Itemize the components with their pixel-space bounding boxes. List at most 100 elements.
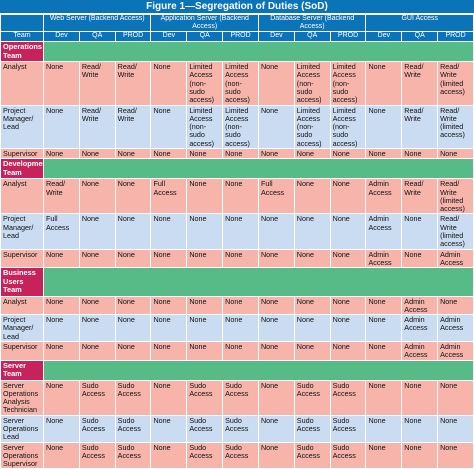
access-cell: Admin Access <box>437 314 474 343</box>
access-cell: Sudo Access <box>114 414 152 443</box>
access-cell: Sudo Access <box>329 414 367 443</box>
access-cell: None <box>257 104 295 149</box>
access-cell: None <box>222 213 259 250</box>
access-cell: None <box>43 414 80 443</box>
env-header: Dev <box>150 31 188 43</box>
role-cell: Supervisor <box>0 341 44 361</box>
role-cell: Analyst <box>0 295 44 316</box>
env-header: PROD <box>114 31 152 43</box>
team-section-row: Business Users Team <box>0 267 474 297</box>
team-band <box>43 41 474 63</box>
access-cell: None <box>222 314 259 343</box>
group-header-blank <box>0 13 44 33</box>
role-cell: Project Manager/ Lead <box>0 104 44 149</box>
access-cell: Read/ Write <box>401 104 439 149</box>
role-cell: Server Operations Analysis Technician <box>0 379 44 416</box>
access-cell: None <box>437 414 474 443</box>
access-cell: None <box>43 147 80 160</box>
access-cell: Admin Access <box>401 295 439 316</box>
access-cell: None <box>293 213 331 250</box>
access-cell: None <box>150 441 188 469</box>
access-cell: None <box>401 441 439 469</box>
access-cell: Full Access <box>257 178 295 215</box>
team-band <box>43 267 474 297</box>
access-cell: None <box>150 104 188 149</box>
access-cell: Limited Access (non-sudo access) <box>293 104 331 149</box>
access-cell: Admin Access <box>365 248 403 269</box>
access-cell: Sudo Access <box>186 414 224 443</box>
access-cell: None <box>78 295 116 316</box>
access-cell: None <box>329 295 367 316</box>
access-cell: Read/ Write <box>401 178 439 215</box>
env-header: QA <box>293 31 331 43</box>
access-cell: Sudo Access <box>293 441 331 469</box>
access-cell: Admin Access <box>401 341 439 361</box>
access-cell: Admin Access <box>365 178 403 215</box>
access-cell: None <box>114 314 152 343</box>
access-cell: None <box>150 248 188 269</box>
role-cell: Analyst <box>0 178 44 215</box>
table-row: Supervisor None None None None None None None No… <box>0 147 474 160</box>
table-row: Project Manager/ Lead None None None None Non… <box>0 314 474 343</box>
access-cell: None <box>437 379 474 416</box>
team-band <box>43 158 474 180</box>
access-cell: None <box>293 341 331 361</box>
team-name: Operations Team <box>0 41 44 63</box>
role-cell: Analyst <box>0 61 44 106</box>
access-cell: None <box>150 295 188 316</box>
access-cell: None <box>114 248 152 269</box>
table-row: Project Manager/ Lead None Read/ Write Read… <box>0 104 474 149</box>
table-row: Project Manager/ Lead Full Access None None… <box>0 213 474 250</box>
access-cell: Limited Access (non-sudo access) <box>329 104 367 149</box>
team-header: Team <box>0 31 44 43</box>
access-cell: None <box>401 213 439 250</box>
access-cell: None <box>114 341 152 361</box>
access-cell: Read/ Write (limited access) <box>437 104 474 149</box>
access-cell: None <box>437 147 474 160</box>
access-cell: None <box>78 248 116 269</box>
access-cell: None <box>78 213 116 250</box>
access-cell: None <box>401 147 439 160</box>
access-cell: None <box>150 341 188 361</box>
access-cell: None <box>150 379 188 416</box>
access-cell: None <box>293 147 331 160</box>
access-cell: None <box>257 295 295 316</box>
access-cell: None <box>365 414 403 443</box>
access-cell: None <box>78 341 116 361</box>
access-cell: Sudo Access <box>293 414 331 443</box>
team-name: Development Team <box>0 158 44 180</box>
access-cell: Read/ Write <box>401 61 439 106</box>
env-header: PROD <box>222 31 259 43</box>
access-cell: None <box>257 147 295 160</box>
access-cell: None <box>222 178 259 215</box>
access-cell: None <box>365 441 403 469</box>
access-cell: None <box>150 147 188 160</box>
access-cell: Read/ Write <box>43 178 80 215</box>
access-cell: None <box>437 295 474 316</box>
access-cell: None <box>293 295 331 316</box>
env-header: PROD <box>329 31 367 43</box>
access-cell: None <box>222 248 259 269</box>
access-cell: None <box>329 213 367 250</box>
table-row: Analyst None Read/ Write Read/ Write None Lim… <box>0 61 474 106</box>
team-section-row: Development Team <box>0 158 474 180</box>
access-cell: None <box>401 414 439 443</box>
team-band <box>43 359 474 381</box>
access-cell: None <box>43 379 80 416</box>
access-cell: None <box>114 147 152 160</box>
access-cell: Admin Access <box>437 248 474 269</box>
access-cell: None <box>401 248 439 269</box>
access-cell: Read/ Write <box>78 61 116 106</box>
access-cell: None <box>257 379 295 416</box>
access-cell: Sudo Access <box>186 441 224 469</box>
access-cell: Limited Access (non-sudo access) <box>222 104 259 149</box>
access-cell: None <box>365 341 403 361</box>
access-cell: Sudo Access <box>329 441 367 469</box>
figure-title: Figure 1—Segregation of Duties (SoD) <box>0 0 474 14</box>
access-cell: None <box>257 61 295 106</box>
role-cell: Project Manager/ Lead <box>0 213 44 250</box>
access-cell: Sudo Access <box>78 414 116 443</box>
access-cell: None <box>365 314 403 343</box>
env-header: Dev <box>365 31 403 43</box>
